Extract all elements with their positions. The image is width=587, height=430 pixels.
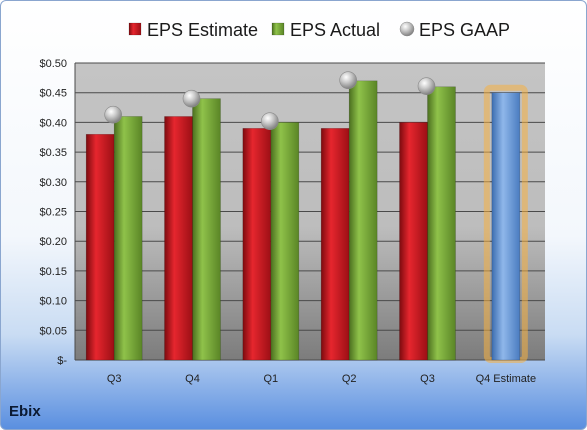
x-tick-label: Q3 xyxy=(107,373,122,385)
eps-gaap-marker xyxy=(182,89,201,108)
legend-label: EPS GAAP xyxy=(419,20,510,40)
legend-swatch xyxy=(399,21,415,37)
eps-actual-bar xyxy=(348,80,378,361)
x-tick-label: Q3 xyxy=(420,373,435,385)
eps-actual-bar xyxy=(113,116,143,361)
y-tick-label: $- xyxy=(57,355,67,367)
y-tick-label: $0.05 xyxy=(39,325,67,337)
eps-actual-bar xyxy=(192,98,221,361)
eps-estimate-bar xyxy=(164,116,193,361)
legend-label: EPS Estimate xyxy=(147,20,258,40)
x-tick-label: Q4 Estimate xyxy=(476,373,537,385)
bar-marks xyxy=(85,71,528,363)
grid-lines xyxy=(75,62,545,361)
eps-actual-bar xyxy=(427,86,456,361)
y-tick-label: $0.30 xyxy=(39,177,67,189)
eps-estimate-bar xyxy=(399,122,428,361)
y-tick-label: $0.45 xyxy=(39,88,67,100)
company-name: Ebix xyxy=(9,403,41,420)
y-tick-label: $0.50 xyxy=(39,58,67,70)
x-tick-label: Q4 xyxy=(185,373,200,385)
x-tick-label: Q2 xyxy=(342,373,357,385)
eps-estimate-bar xyxy=(85,133,115,361)
legend: EPS Estimate EPS Actual EPS GAAP xyxy=(128,20,510,40)
eps-gaap-marker xyxy=(104,105,122,124)
axes: $- $0.05 $0.10 $0.15 $0.20 $0.25 $0.30 $0.35 $0.… xyxy=(39,58,536,385)
eps-actual-bar xyxy=(270,122,300,361)
y-tick-label: $0.25 xyxy=(39,207,67,219)
y-tick-label: $0.15 xyxy=(39,266,67,278)
eps-gaap-marker xyxy=(339,71,357,90)
y-tick-label: $0.35 xyxy=(39,147,67,159)
y-tick-label: $0.20 xyxy=(39,236,67,248)
eps-estimate-bar xyxy=(242,128,272,361)
legend-swatch xyxy=(128,22,142,36)
y-tick-label: $0.40 xyxy=(39,117,67,129)
y-tick-label: $0.10 xyxy=(39,296,67,308)
legend-swatch xyxy=(271,22,285,36)
x-tick-label: Q1 xyxy=(263,373,278,385)
q4-estimate-bar xyxy=(491,92,521,361)
eps-gaap-marker xyxy=(417,77,436,95)
legend-label: EPS Actual xyxy=(290,20,380,40)
eps-gaap-marker xyxy=(261,112,279,131)
eps-estimate-bar xyxy=(320,128,350,361)
